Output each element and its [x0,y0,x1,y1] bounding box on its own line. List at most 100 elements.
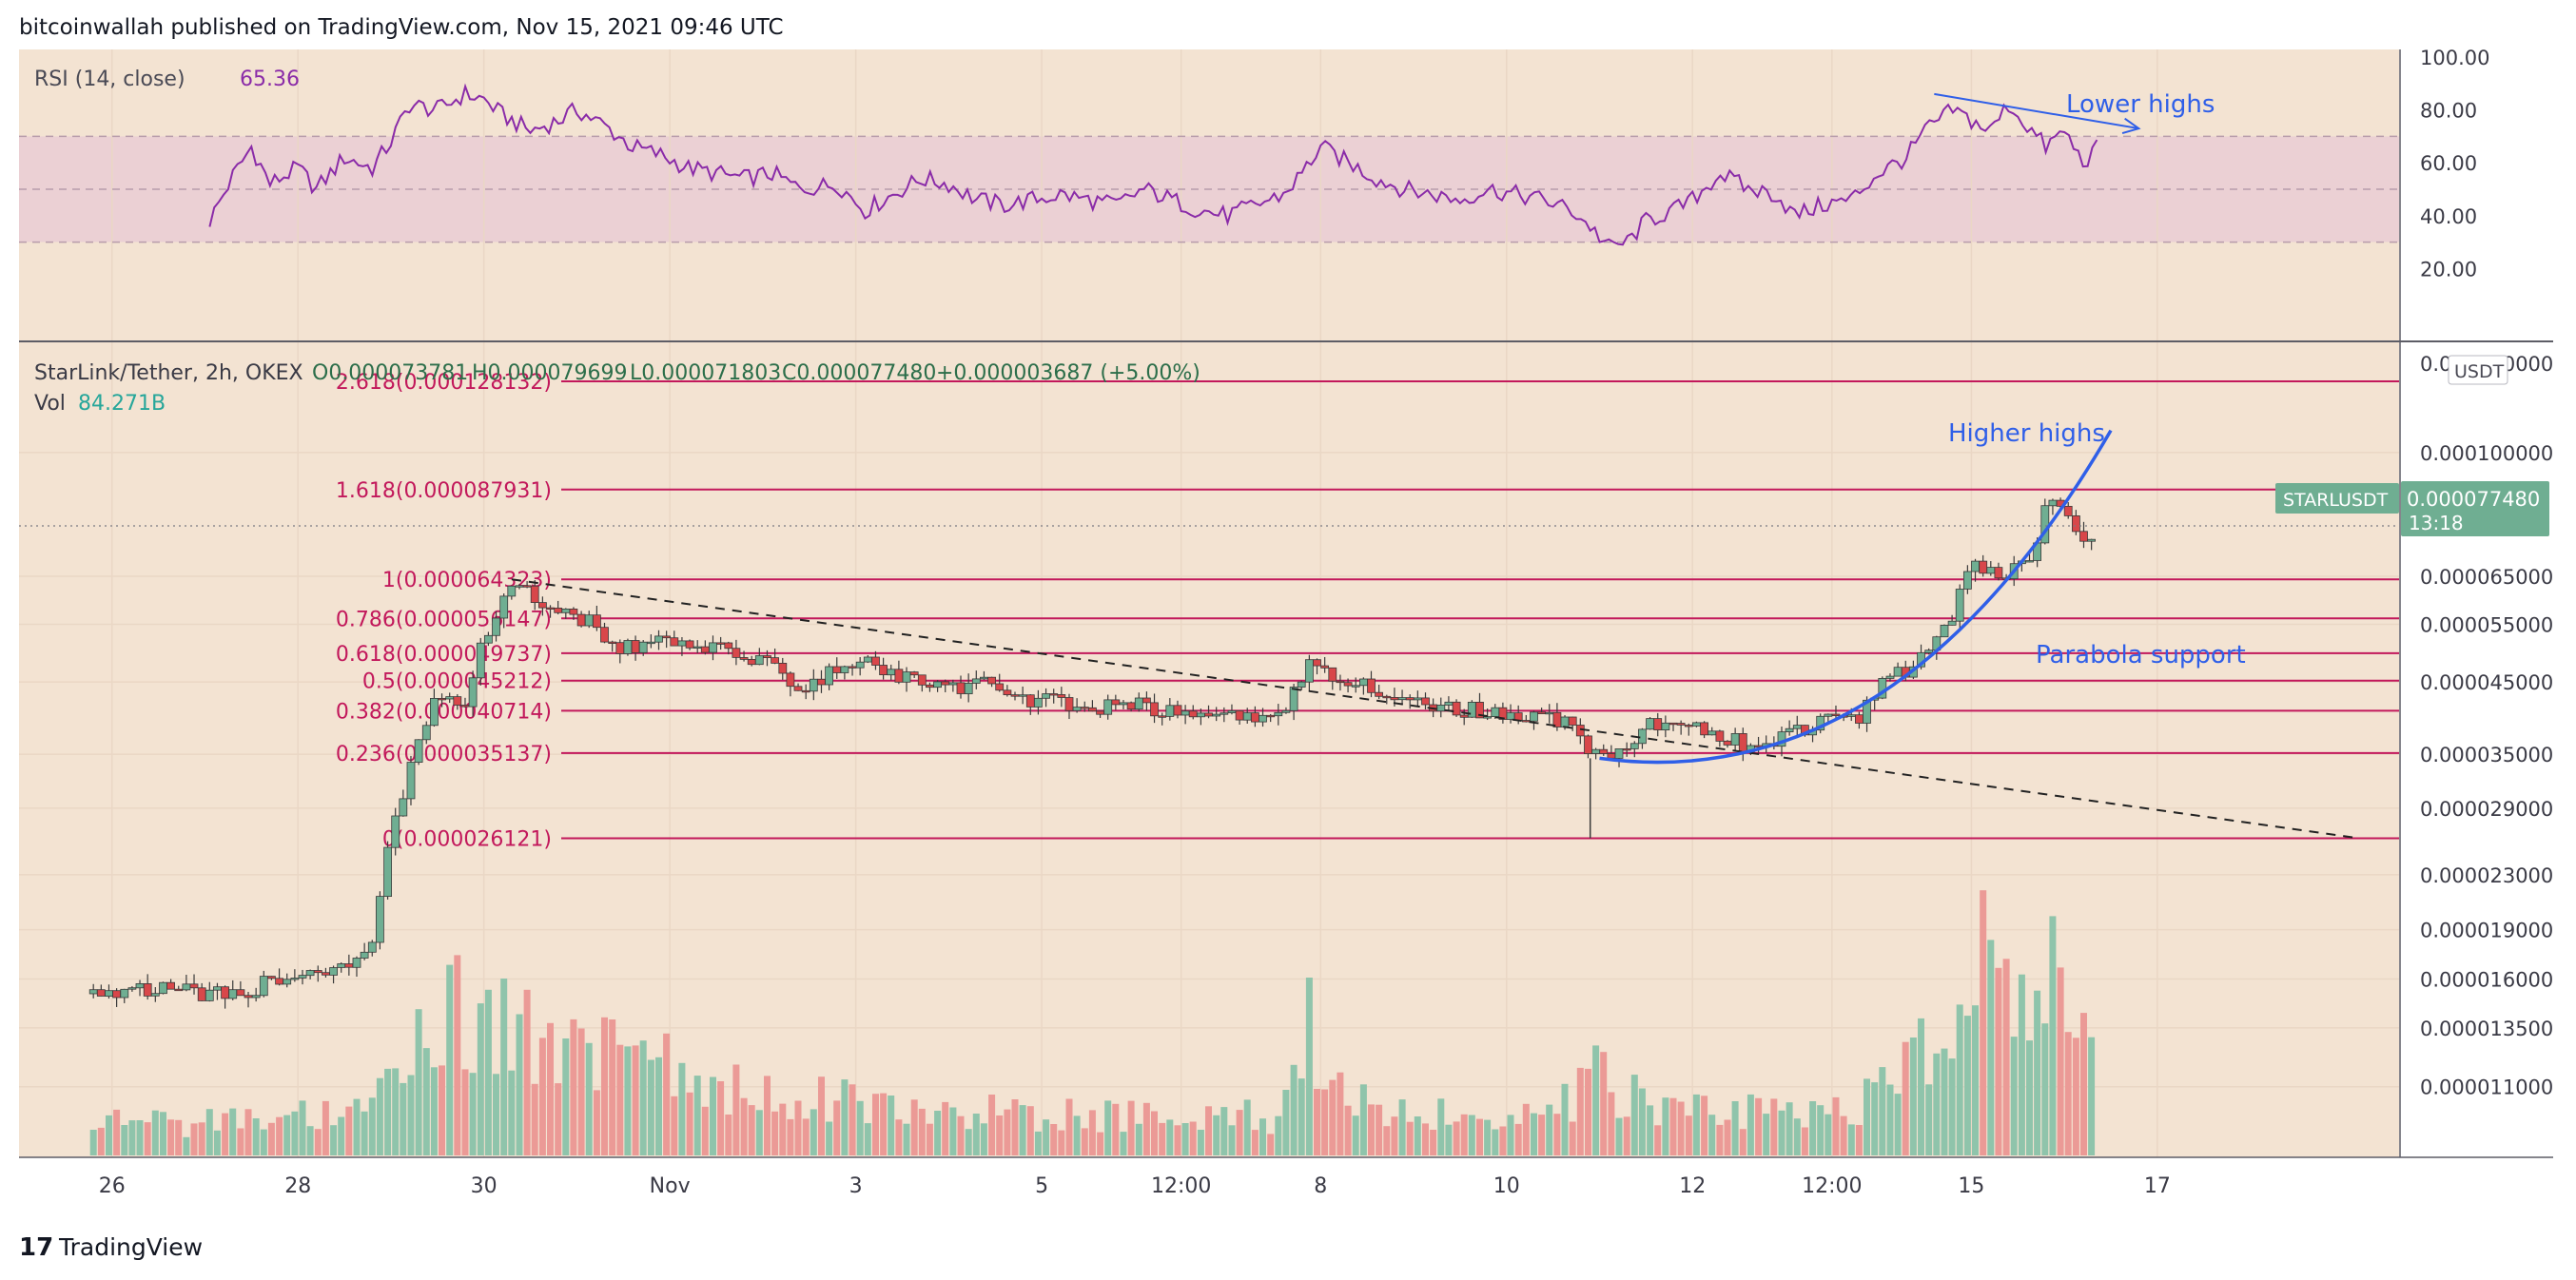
candle-body [1204,712,1213,717]
volume-bar [97,1127,105,1155]
candle-body [1212,713,1221,717]
parabola-support-curve [1599,429,2113,765]
volume-bar [1228,1125,1236,1155]
time-axis-tick: Nov [650,1174,691,1198]
candle-body [1591,748,1600,754]
volume-bar [267,1122,275,1155]
price-axis-tick: 0.000019000 [2420,920,2553,942]
candle-body [1064,697,1074,711]
volume-bar [1669,1097,1677,1155]
candle-body [143,983,152,997]
candle-body [1622,748,1631,751]
candle-body [1994,567,2003,579]
price-axis-tick: 0.000055000 [2420,614,2553,637]
volume-bar [422,1048,430,1155]
candle-body [1630,743,1639,749]
time-axis-tick: 28 [284,1174,311,1198]
volume-bar [469,1073,477,1155]
volume-bar [570,1018,577,1155]
volume-bar [1864,1078,1870,1155]
candle-body [251,995,261,999]
volume-bar [1275,1115,1282,1155]
candle-body [1227,710,1237,714]
volume-bar [1460,1114,1468,1155]
rsi-axis-tick: 60.00 [2420,152,2477,175]
fib-level-label: 0.236(0.000035137) [336,743,552,766]
volume-bar [1909,1038,1917,1155]
volume-bar [1600,1052,1608,1155]
volume-bar [856,1100,864,1155]
volume-bar [1972,1005,1979,1155]
candle-body [894,669,904,683]
volume-bar [942,1101,949,1155]
candle-body [337,963,346,968]
candle-body [1444,701,1454,706]
candle-body [2087,538,2097,542]
candle-body [1142,697,1151,704]
tradingview-brand: TradingView [58,1233,203,1261]
price-axis-bg [2401,49,2553,1157]
volume-bar [1305,978,1313,1155]
volume-bar [1918,1018,1924,1155]
price-axis-tick: 0.000016000 [2420,969,2553,992]
volume-bar [1058,1130,1065,1155]
candle-body [1723,740,1732,746]
candle-body [1885,675,1895,679]
volume-bar [1236,1110,1243,1155]
candle-body [1831,713,1841,717]
candle-body [1986,567,1996,574]
volume-bar [1329,1079,1337,1155]
volume-bar [1181,1123,1189,1155]
candle-body [515,585,524,588]
candle-body [1173,705,1182,716]
volume-bar [1592,1045,1600,1155]
candle-body [1708,730,1717,736]
volume-bar [2049,916,2057,1155]
volume-bar [260,1129,267,1155]
candle-body [360,951,369,959]
volume-bar [538,1038,546,1155]
volume-bar [577,1028,585,1155]
volume-bar [1476,1118,1483,1155]
volume-bar [1708,1115,1716,1155]
volume-bar [1956,1004,1963,1155]
volume-bar [1963,1016,1971,1155]
candle-body [1669,722,1678,726]
candle-body [221,986,230,999]
candle-body [763,655,771,658]
candle-body [879,665,888,676]
volume-bar [1368,1104,1375,1155]
candle-body [112,990,121,999]
volume-bar [585,1042,593,1155]
candle-body [1653,718,1663,730]
volume-bar [872,1094,879,1155]
volume-bar [725,1115,732,1155]
currency-badge[interactable] [2448,355,2508,385]
volume-bar [1879,1067,1886,1155]
candle-body [1700,722,1708,736]
volume-bar [686,1092,693,1155]
volume-bar [1647,1105,1654,1155]
candle-body [1297,681,1306,688]
volume-bar [144,1122,151,1155]
volume-bar [1445,1124,1453,1155]
rsi-axis-tick: 40.00 [2420,205,2477,228]
candle-body [429,698,439,727]
volume-bar [988,1095,996,1155]
candle-body [383,846,393,897]
volume-bar [1553,1114,1561,1155]
fib-level-label: 0(0.000026121) [382,827,552,851]
volume-bar [353,1098,361,1155]
volume-bar [439,1065,445,1155]
time-axis-tick: 12 [1679,1174,1706,1198]
fib-layer: 2.618(0.000128132) 1.618(0.000087931) 1(0.… [336,371,2399,851]
candle-body [1313,659,1321,667]
volume-bar [996,1115,1004,1155]
candle-body [1614,748,1624,759]
volume-bar [717,1081,725,1155]
volume-bar [213,1130,221,1155]
candle-body [290,978,300,980]
candle-body [1730,733,1740,746]
tradingview-logo[interactable]: 17 TradingView [19,1233,203,1262]
volume-bar [949,1107,957,1155]
